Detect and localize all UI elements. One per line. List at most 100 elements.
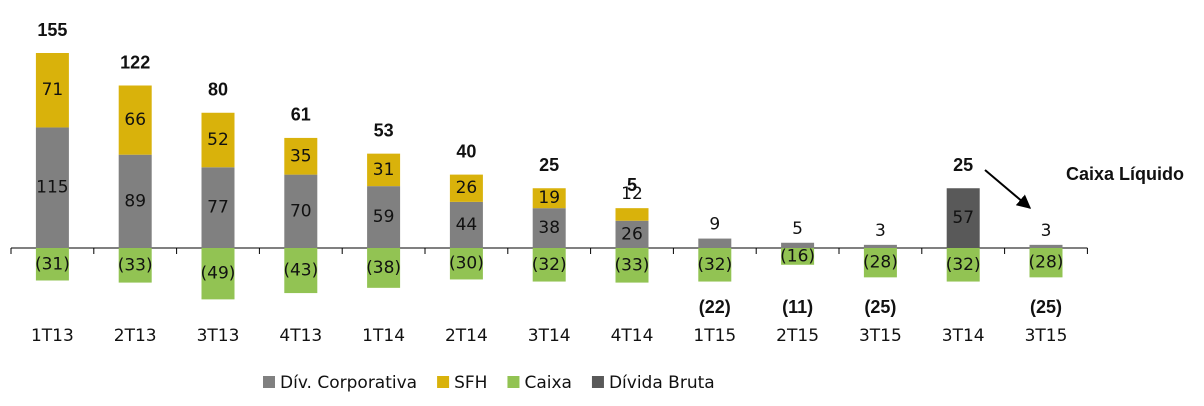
x-tick-label: 4T14 bbox=[611, 326, 654, 346]
segment-label: (16) bbox=[780, 246, 815, 266]
bar-segment bbox=[698, 248, 732, 282]
annotation-arrow bbox=[984, 169, 1032, 209]
bar-segment bbox=[615, 220, 649, 248]
legend-swatch bbox=[591, 376, 604, 388]
segment-label: 26 bbox=[621, 224, 643, 244]
legend-swatch bbox=[437, 376, 450, 388]
segment-label: 89 bbox=[124, 191, 146, 211]
segment-label: (32) bbox=[697, 255, 732, 275]
total-label: (22) bbox=[699, 297, 731, 317]
x-tick-label: 4T13 bbox=[279, 326, 322, 346]
segment-label: 77 bbox=[207, 198, 229, 218]
bar-segment bbox=[532, 188, 566, 209]
bar-segment bbox=[118, 248, 152, 283]
x-tick-label: 3T14 bbox=[528, 326, 571, 346]
segment-label: 66 bbox=[124, 110, 146, 130]
bar-segment bbox=[449, 201, 483, 248]
x-tick-label: 3T15 bbox=[1025, 326, 1068, 346]
bar-segment bbox=[615, 208, 649, 221]
bar-segment bbox=[35, 127, 69, 248]
segment-label: 31 bbox=[373, 160, 395, 180]
bar-segment bbox=[781, 248, 815, 265]
x-tick-label: 1T14 bbox=[362, 326, 405, 346]
segment-label: 3 bbox=[875, 221, 886, 241]
segment-label: (38) bbox=[366, 258, 401, 278]
bar-segment bbox=[1029, 244, 1063, 248]
annotation: Caixa Líquido bbox=[1066, 164, 1184, 184]
bar-segment bbox=[284, 137, 318, 175]
bar-segment bbox=[449, 174, 483, 202]
total-label: 80 bbox=[208, 80, 228, 100]
bar-segment bbox=[615, 248, 649, 283]
total-label: 122 bbox=[120, 52, 150, 72]
segment-label: 115 bbox=[36, 178, 68, 198]
total-label: (25) bbox=[1030, 297, 1062, 317]
bar-segment bbox=[449, 248, 483, 280]
bar-segment bbox=[284, 248, 318, 294]
legend-label: Caixa bbox=[524, 373, 572, 393]
segment-label: (28) bbox=[863, 253, 898, 273]
segment-label: 59 bbox=[373, 207, 395, 227]
total-label: 40 bbox=[456, 141, 476, 161]
x-tick-label: 3T13 bbox=[197, 326, 240, 346]
segment-label: (30) bbox=[449, 254, 484, 274]
x-tick-label: 3T14 bbox=[942, 326, 985, 346]
segment-label: (32) bbox=[532, 255, 567, 275]
bar-segment bbox=[118, 85, 152, 155]
bar-segment bbox=[946, 248, 980, 282]
bar-segment bbox=[863, 244, 897, 248]
segment-label: 9 bbox=[709, 215, 720, 235]
bar-segment bbox=[367, 153, 401, 187]
bar-segment bbox=[35, 53, 69, 128]
bar-segment bbox=[946, 188, 980, 248]
total-label: 5 bbox=[627, 175, 637, 195]
segment-label: 52 bbox=[207, 130, 229, 150]
bar-segment bbox=[201, 248, 235, 300]
segment-label: 3 bbox=[1041, 221, 1052, 241]
legend-label: Dívida Bruta bbox=[609, 373, 715, 393]
segment-label: 26 bbox=[456, 178, 478, 198]
x-tick-label: 1T13 bbox=[31, 326, 74, 346]
segment-label: (33) bbox=[118, 255, 153, 275]
segment-label: 12 bbox=[621, 184, 643, 204]
bar-segment bbox=[201, 167, 235, 248]
legend-swatch bbox=[263, 376, 275, 388]
bar-segment bbox=[532, 248, 566, 282]
segment-label: (31) bbox=[35, 254, 70, 274]
segment-label: (32) bbox=[946, 255, 981, 275]
legend-label: SFH bbox=[454, 373, 487, 393]
bar-segment bbox=[1029, 248, 1063, 278]
bar-segment bbox=[698, 238, 732, 248]
total-label: (25) bbox=[864, 297, 896, 317]
x-tick-label: 3T15 bbox=[859, 326, 902, 346]
bar-segment bbox=[284, 174, 318, 248]
x-tick-label: 1T15 bbox=[693, 326, 736, 346]
segment-label: (33) bbox=[615, 255, 650, 275]
segment-label: (49) bbox=[201, 264, 236, 284]
segment-label: 5 bbox=[792, 219, 803, 239]
bar-segment bbox=[367, 186, 401, 248]
segment-label: 71 bbox=[42, 80, 64, 100]
segment-label: (43) bbox=[283, 261, 318, 281]
segment-label: 44 bbox=[456, 215, 478, 235]
x-tick-label: 2T13 bbox=[114, 326, 157, 346]
total-label: 53 bbox=[374, 120, 394, 140]
total-label: 155 bbox=[37, 20, 67, 40]
total-label: 25 bbox=[953, 155, 973, 175]
segment-label: 38 bbox=[538, 218, 560, 238]
bar-segment bbox=[863, 248, 897, 278]
bar-segment bbox=[532, 208, 566, 248]
segment-label: 35 bbox=[290, 146, 312, 166]
bar-segment bbox=[35, 248, 69, 281]
legend-label: Dív. Corporativa bbox=[280, 373, 417, 393]
x-tick-label: 2T15 bbox=[776, 326, 819, 346]
segment-label: 57 bbox=[952, 208, 974, 228]
segment-label: (28) bbox=[1029, 253, 1064, 273]
bar-segment bbox=[201, 112, 235, 168]
segment-label: 70 bbox=[290, 201, 312, 221]
total-label: (11) bbox=[782, 297, 813, 317]
bar-segment bbox=[367, 248, 401, 288]
total-label: 25 bbox=[539, 155, 559, 175]
total-label: 61 bbox=[291, 105, 311, 125]
